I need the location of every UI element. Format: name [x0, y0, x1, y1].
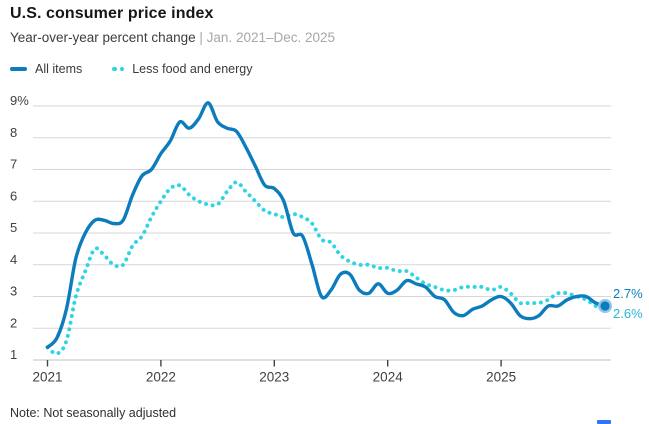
all-items-end-dot [600, 301, 610, 311]
series-all-items [45, 101, 607, 349]
subtitle-measure: Year-over-year percent change [10, 30, 196, 45]
y-axis-label: 9% [10, 93, 29, 108]
less-food-and-energy-end-value: 2.6% [613, 306, 643, 321]
y-axis-label: 7 [10, 157, 17, 172]
all-items-end-value: 2.7% [613, 286, 643, 301]
x-axis-label: 2022 [146, 370, 176, 385]
dotted-line-swatch-icon [112, 66, 125, 72]
legend-label-less-food-and-energy: Less food and energy [132, 62, 253, 76]
subtitle-date-range: Jan. 2021–Dec. 2025 [206, 30, 336, 45]
x-axis-label: 2025 [486, 370, 516, 385]
x-axis-label: 2021 [32, 370, 62, 385]
series-less-food-and-energy [45, 180, 607, 356]
y-axis-label: 1 [10, 347, 17, 362]
y-axis-label: 4 [10, 252, 17, 267]
x-axis-label: 2024 [373, 370, 404, 385]
legend-item-less-food-and-energy[interactable]: Less food and energy [112, 62, 252, 76]
x-axis-label: 2023 [259, 370, 289, 385]
subtitle-separator: | [199, 30, 203, 45]
logo-fragment [597, 420, 611, 424]
y-axis-label: 6 [10, 188, 17, 203]
y-axis-label: 2 [10, 315, 17, 330]
legend-label-all-items: All items [35, 62, 83, 76]
chart-title: U.S. consumer price index [10, 5, 214, 22]
solid-line-swatch-icon [10, 67, 27, 71]
y-axis-label: 5 [10, 220, 17, 235]
y-axis-label: 8 [10, 125, 17, 140]
chart-legend: All items Less food and energy [10, 62, 252, 76]
legend-item-all-items[interactable]: All items [10, 62, 82, 76]
y-axis-label: 3 [10, 284, 17, 299]
chart-subtitle: Year-over-year percent change | Jan. 202… [10, 30, 335, 45]
footnote: Note: Not seasonally adjusted [10, 406, 177, 420]
